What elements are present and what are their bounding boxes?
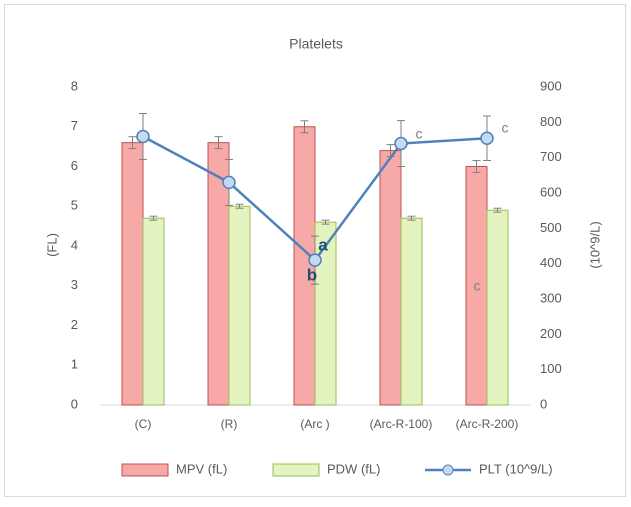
y2-tick-label: 100 — [540, 361, 562, 376]
marker — [136, 129, 150, 144]
annotation: c — [416, 126, 423, 142]
x-tick-label: (Arc-R-100) — [370, 417, 433, 431]
chart-title: Platelets — [289, 36, 343, 52]
legend-swatch — [272, 463, 320, 477]
y2-axis-title: (10^9/L) — [587, 221, 602, 268]
y-tick-label: 7 — [71, 118, 78, 133]
y-tick-label: 6 — [71, 158, 78, 173]
bar — [228, 205, 251, 406]
y2-tick-label: 200 — [540, 326, 562, 341]
y-tick-label: 1 — [71, 357, 78, 372]
annotation: a — [318, 235, 328, 254]
legend-label: PLT (10^9/L) — [479, 461, 553, 476]
x-tick-label: (C) — [135, 417, 152, 431]
annotation: c — [474, 278, 481, 294]
y2-tick-label: 500 — [540, 220, 562, 235]
y2-tick-label: 600 — [540, 184, 562, 199]
y2-tick-label: 400 — [540, 255, 562, 270]
legend-label: MPV (fL) — [176, 461, 227, 476]
legend-swatch — [121, 463, 169, 477]
bar — [121, 142, 144, 406]
x-tick-label: (Arc-R-200) — [456, 417, 519, 431]
y-tick-label: 2 — [71, 317, 78, 332]
y-tick-label: 4 — [71, 237, 78, 252]
y-tick-label: 5 — [71, 198, 78, 213]
x-tick-label: (R) — [221, 417, 238, 431]
marker — [308, 253, 322, 267]
legend-label: PDW (fL) — [327, 461, 380, 476]
legend-swatch — [442, 464, 454, 476]
x-tick-label: (Arc ) — [300, 417, 329, 431]
marker — [222, 175, 236, 190]
marker — [394, 136, 408, 151]
y2-tick-label: 900 — [540, 78, 562, 93]
y-tick-label: 3 — [71, 277, 78, 292]
y2-tick-label: 300 — [540, 290, 562, 305]
marker — [480, 131, 494, 145]
annotation: c — [502, 120, 509, 136]
y2-tick-label: 800 — [540, 114, 562, 129]
bar — [142, 217, 165, 406]
bar — [379, 150, 402, 406]
bar — [400, 217, 423, 406]
y-axis-title: (FL) — [44, 233, 59, 257]
annotation: b — [307, 265, 317, 284]
y-tick-label: 8 — [71, 78, 78, 93]
y2-tick-label: 0 — [540, 396, 547, 411]
bar — [486, 209, 509, 406]
y2-tick-label: 700 — [540, 149, 562, 164]
y-tick-label: 0 — [71, 396, 78, 411]
